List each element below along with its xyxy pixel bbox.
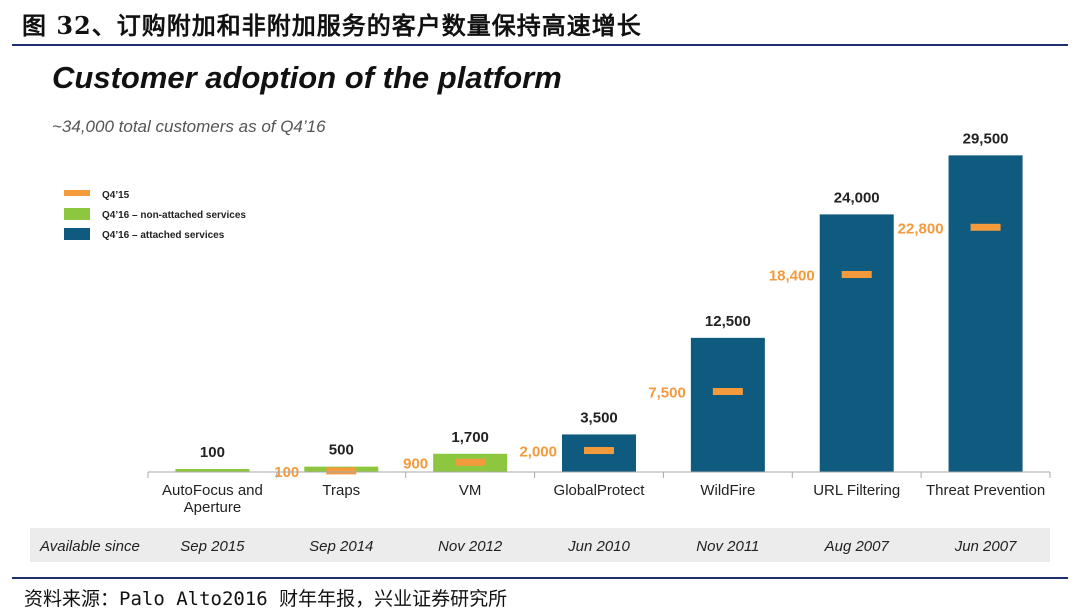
bar-labels: 1001005009001,7002,0003,5007,50012,50018… bbox=[200, 130, 1009, 481]
bar-7 bbox=[948, 155, 1023, 472]
q415-marker-6 bbox=[841, 271, 872, 279]
q415-marker-5 bbox=[712, 388, 743, 395]
chart-title: Customer adoption of the platform bbox=[52, 60, 562, 95]
q415-marker-2 bbox=[326, 467, 357, 475]
legend-swatch-q415 bbox=[64, 190, 90, 196]
available-since-band bbox=[30, 528, 1050, 562]
bottom-rule bbox=[12, 577, 1068, 579]
available-since-7: Jun 2007 bbox=[954, 538, 1017, 555]
available-since-3: Nov 2012 bbox=[438, 538, 503, 555]
q415-label-5: 7,500 bbox=[648, 385, 686, 402]
legend-swatch-2 bbox=[64, 208, 90, 220]
legend: Q4’15 Q4’16 – non-attached services Q4’16 … bbox=[64, 190, 246, 241]
legend-label-3: Q4’16 – attached services bbox=[102, 230, 225, 241]
available-since-row: Sep 2015 Sep 2014 Nov 2012 Jun 2010 Nov 2011… bbox=[180, 538, 1017, 555]
bar-5 bbox=[690, 337, 765, 472]
available-since-1: Sep 2015 bbox=[180, 538, 245, 555]
legend-swatch-3 bbox=[64, 228, 90, 240]
available-since-6: Aug 2007 bbox=[824, 538, 890, 555]
figure-title: 图 32、订购附加和非附加服务的客户数量保持高速增长 bbox=[22, 11, 642, 40]
top-rule bbox=[12, 44, 1068, 46]
q415-label-6: 18,400 bbox=[769, 268, 815, 285]
q415-label-3: 900 bbox=[403, 455, 428, 472]
category-label-1-line1: AutoFocus and bbox=[162, 482, 263, 499]
total-label-2: 500 bbox=[329, 442, 354, 459]
available-since-label: Available since bbox=[39, 538, 140, 555]
category-label-1-line2: Aperture bbox=[184, 499, 242, 516]
chart-subtitle: ~34,000 total customers as of Q4’16 bbox=[52, 117, 326, 136]
total-label-4: 3,500 bbox=[580, 409, 618, 426]
q415-label-7: 22,800 bbox=[898, 220, 944, 237]
available-since-2: Sep 2014 bbox=[309, 538, 373, 555]
category-label-3: VM bbox=[459, 482, 482, 499]
total-label-6: 24,000 bbox=[834, 189, 880, 206]
total-label-7: 29,500 bbox=[963, 130, 1009, 147]
bars bbox=[175, 155, 1023, 475]
category-label-4: GlobalProtect bbox=[554, 482, 646, 499]
category-label-5: WildFire bbox=[700, 482, 755, 499]
bar-6 bbox=[819, 214, 894, 472]
total-label-1: 100 bbox=[200, 444, 225, 461]
q415-marker-3 bbox=[455, 458, 486, 466]
bar-1 bbox=[175, 469, 250, 472]
category-label-6: URL Filtering bbox=[813, 482, 900, 499]
x-axis-ticks bbox=[147, 472, 1051, 478]
legend-label-1: Q4’15 bbox=[102, 190, 130, 201]
available-since-4: Jun 2010 bbox=[567, 538, 630, 555]
legend-label-2: Q4’16 – non-attached services bbox=[102, 210, 246, 221]
q415-label-4: 2,000 bbox=[519, 444, 557, 461]
category-label-2: Traps bbox=[322, 482, 360, 499]
category-label-7: Threat Prevention bbox=[926, 482, 1045, 499]
total-label-5: 12,500 bbox=[705, 313, 751, 330]
q415-marker-7 bbox=[970, 223, 1001, 231]
q415-marker-4 bbox=[584, 447, 614, 455]
total-label-3: 1,700 bbox=[451, 429, 489, 446]
source-note: 资料来源：Palo Alto2016 财年年报，兴业证券研究所 bbox=[24, 588, 508, 610]
available-since-5: Nov 2011 bbox=[696, 538, 759, 555]
